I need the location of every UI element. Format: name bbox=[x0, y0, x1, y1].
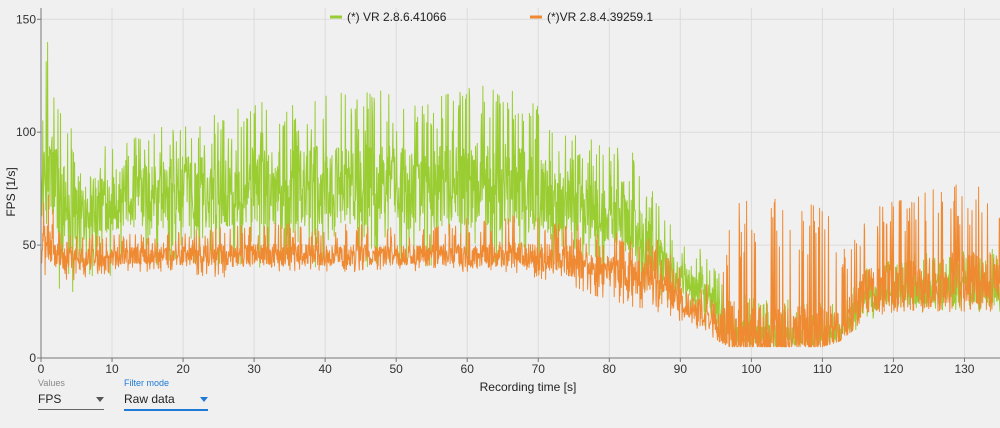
filter-mode-select[interactable]: Raw data bbox=[124, 389, 208, 411]
filter-mode-caption: Filter mode bbox=[124, 378, 170, 388]
values-dropdown[interactable]: Values FPS bbox=[38, 377, 104, 410]
y-tick-label: 50 bbox=[23, 238, 37, 252]
y-tick-label: 150 bbox=[16, 12, 36, 26]
series-line-vr-2-8-4-39259-1 bbox=[40, 184, 1000, 348]
x-tick-label: 130 bbox=[954, 362, 974, 376]
chart-legend[interactable]: (*) VR 2.8.6.41066 (*)VR 2.8.4.39259.1 bbox=[330, 10, 653, 24]
x-tick-label: 20 bbox=[176, 362, 190, 376]
chevron-down-icon[interactable] bbox=[200, 397, 208, 402]
chevron-down-icon[interactable] bbox=[96, 397, 104, 402]
y-tick-label: 100 bbox=[16, 125, 36, 139]
filter-mode-selected: Raw data bbox=[124, 392, 175, 406]
x-tick-label: 120 bbox=[883, 362, 903, 376]
x-tick-label: 80 bbox=[603, 362, 617, 376]
x-axis-title: Recording time [s] bbox=[480, 380, 577, 394]
filter-mode-dropdown[interactable]: Filter mode Raw data bbox=[124, 377, 208, 411]
x-tick-label: 90 bbox=[674, 362, 688, 376]
x-tick-label: 50 bbox=[390, 362, 404, 376]
x-tick-label: 10 bbox=[105, 362, 119, 376]
values-selected: FPS bbox=[38, 392, 62, 406]
legend-label[interactable]: (*)VR 2.8.4.39259.1 bbox=[547, 10, 653, 24]
x-tick-label: 100 bbox=[741, 362, 761, 376]
y-tick-label: 0 bbox=[29, 351, 36, 365]
x-tick-label: 60 bbox=[461, 362, 475, 376]
chart-series-layer bbox=[40, 41, 1000, 348]
chart-axes: 0 10 20 30 40 50 60 70 80 90 100 110 120 130 0 50 100 150 bbox=[16, 8, 1000, 376]
legend-label[interactable]: (*) VR 2.8.6.41066 bbox=[347, 10, 447, 24]
values-select[interactable]: FPS bbox=[38, 389, 104, 410]
x-tick-label: 30 bbox=[247, 362, 261, 376]
x-tick-label: 110 bbox=[813, 362, 832, 376]
x-tick-label: 70 bbox=[532, 362, 546, 376]
x-tick-label: 40 bbox=[318, 362, 332, 376]
y-axis-title: FPS [1/s] bbox=[4, 167, 18, 216]
x-tick-label: 0 bbox=[38, 362, 45, 376]
values-caption: Values bbox=[38, 378, 65, 388]
